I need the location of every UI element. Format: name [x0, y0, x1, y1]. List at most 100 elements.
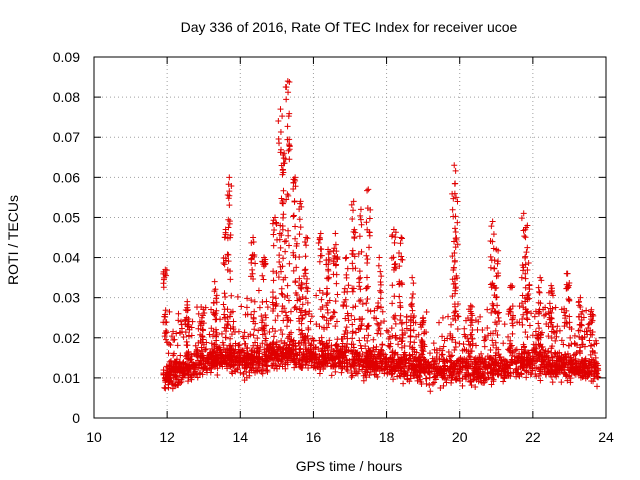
data-point: [280, 317, 287, 324]
data-point: [477, 313, 484, 320]
data-point: [307, 342, 314, 349]
data-point: [505, 333, 512, 340]
data-point: [228, 369, 235, 376]
data-point: [218, 330, 225, 337]
data-point: [462, 333, 469, 340]
data-point: [469, 335, 476, 342]
grid: [94, 57, 606, 418]
data-point: [188, 332, 195, 339]
data-point: [467, 378, 474, 385]
data-point: [306, 346, 313, 353]
data-point: [481, 370, 488, 377]
data-point: [448, 336, 455, 343]
data-point: [167, 375, 174, 382]
data-point: [461, 325, 468, 332]
data-point: [417, 353, 424, 360]
data-point: [386, 333, 393, 340]
data-point: [490, 378, 497, 385]
x-tick-label: 16: [306, 429, 322, 445]
data-point: [406, 351, 413, 358]
data-point: [165, 350, 172, 357]
data-point: [495, 370, 502, 377]
data-point: [407, 355, 414, 362]
data-point: [349, 321, 356, 328]
data-point: [432, 376, 439, 383]
data-point: [395, 341, 402, 348]
data-point: [368, 361, 375, 368]
y-tick-label: 0.08: [53, 89, 80, 105]
data-point: [439, 314, 446, 321]
data-point: [346, 357, 353, 364]
data-point: [359, 366, 366, 373]
x-tick-label: 14: [232, 429, 248, 445]
data-point: [583, 307, 590, 314]
data-point: [253, 345, 260, 352]
data-point: [281, 340, 288, 347]
data-point: [195, 310, 202, 317]
data-point: [327, 351, 334, 358]
data-point: [479, 326, 486, 333]
data-point: [179, 361, 186, 368]
data-point: [310, 337, 317, 344]
data-point: [245, 333, 252, 340]
data-point: [516, 303, 523, 310]
data-point: [349, 372, 356, 379]
data-point: [426, 350, 433, 357]
data-point: [568, 369, 575, 376]
data-point: [258, 313, 265, 320]
data-point: [398, 367, 405, 374]
data-point: [558, 379, 565, 386]
data-point: [259, 362, 266, 369]
data-point: [500, 340, 507, 347]
data-point: [194, 374, 201, 381]
data-point: [291, 355, 298, 362]
data-point: [535, 365, 542, 372]
data-point: [298, 327, 305, 334]
data-point: [373, 363, 380, 370]
data-point: [311, 361, 318, 368]
data-point: [272, 317, 279, 324]
data-point: [526, 322, 533, 329]
data-point: [343, 346, 350, 353]
data-point: [279, 363, 286, 370]
data-point: [349, 350, 356, 357]
data-point: [266, 329, 273, 336]
data-point: [332, 368, 339, 375]
data-point: [356, 350, 363, 357]
data-point: [243, 363, 250, 370]
data-point: [361, 334, 368, 341]
data-point: [222, 359, 229, 366]
data-point: [371, 314, 378, 321]
data-point: [415, 359, 422, 366]
data-point: [186, 362, 193, 369]
data-point: [188, 376, 195, 383]
data-point: [214, 372, 221, 379]
data-point: [300, 341, 307, 348]
data-point: [195, 325, 202, 332]
data-point: [454, 357, 461, 364]
data-point: [312, 351, 319, 358]
data-point: [232, 340, 239, 347]
data-point: [236, 341, 243, 348]
data-point: [226, 350, 233, 357]
data-point: [563, 353, 570, 360]
data-point: [247, 360, 254, 367]
data-point: [193, 370, 200, 377]
data-point: [240, 355, 247, 362]
data-point: [408, 366, 415, 373]
data-point: [440, 382, 447, 389]
data-point: [291, 364, 298, 371]
data-point: [316, 370, 323, 377]
data-point: [572, 351, 579, 358]
data-point: [484, 306, 491, 313]
data-point: [242, 340, 249, 347]
data-point: [520, 311, 527, 318]
data-point: [425, 369, 432, 376]
data-point: [441, 337, 448, 344]
data-point: [412, 319, 419, 326]
data-point: [378, 347, 385, 354]
data-point: [385, 328, 392, 335]
y-tick-label: 0.09: [53, 49, 80, 65]
data-point: [588, 356, 595, 363]
chart-title: Day 336 of 2016, Rate Of TEC Index for r…: [181, 19, 518, 35]
